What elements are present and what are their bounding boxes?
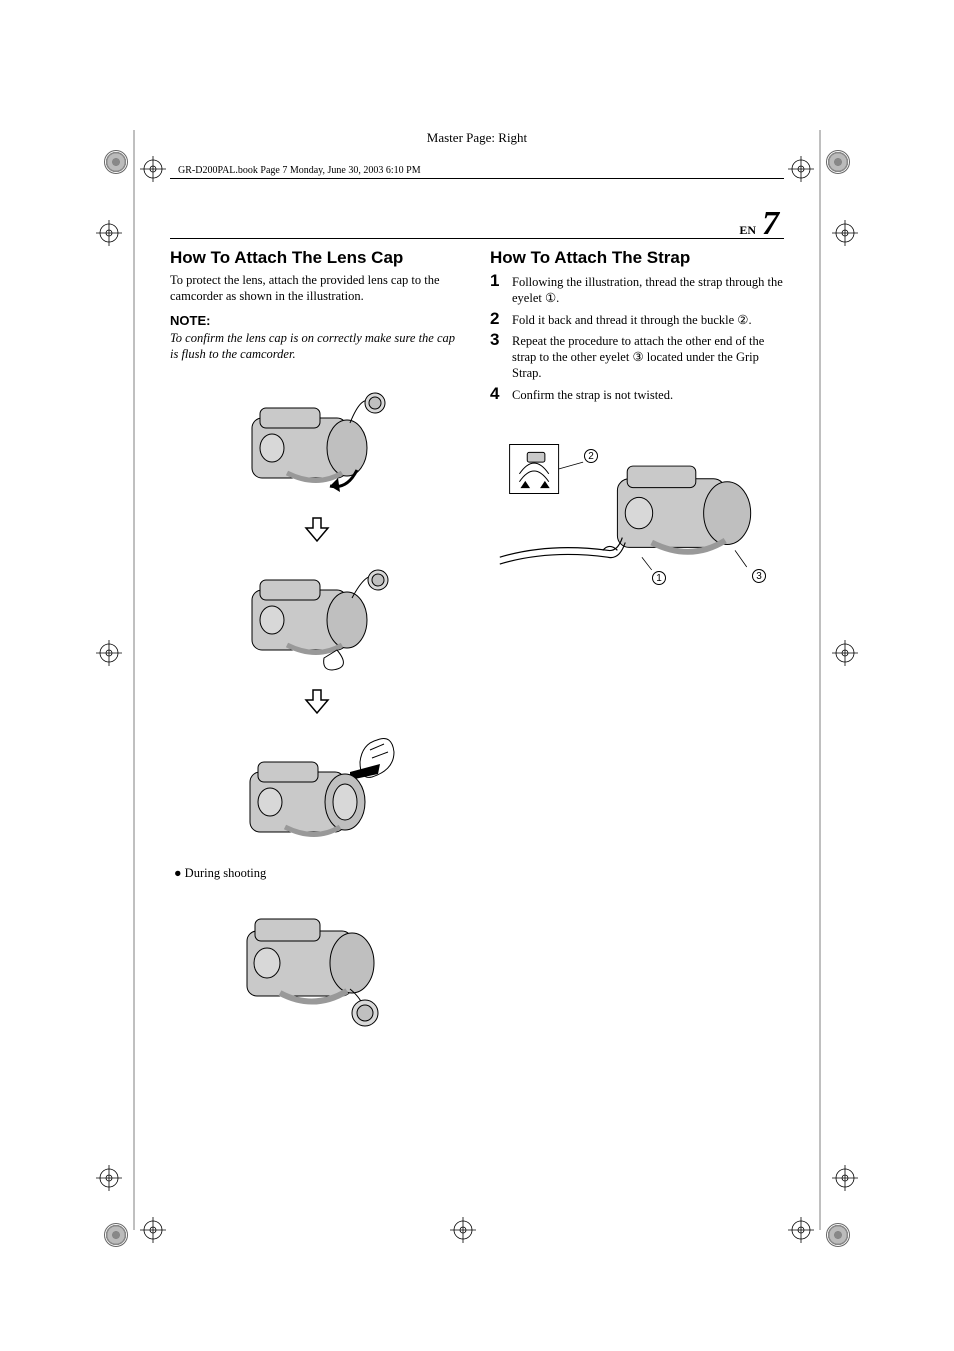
content-area: How To Attach The Lens Cap To protect th… (170, 248, 784, 1045)
lens-cap-title: How To Attach The Lens Cap (170, 248, 464, 268)
step-2: 2 Fold it back and thread it through the… (490, 310, 784, 328)
camcorder-illus-3 (232, 722, 402, 852)
registration-bot-right2 (788, 1217, 814, 1243)
corner-dot-tr (826, 150, 850, 174)
camcorder-illus-2 (232, 550, 402, 680)
registration-left (96, 220, 122, 246)
during-shooting-label: ● During shooting (174, 866, 266, 881)
page-lang: EN (739, 223, 756, 238)
down-arrow-icon (302, 686, 332, 716)
registration-mid-left (96, 640, 122, 666)
down-arrow-icon (302, 514, 332, 544)
note-label: NOTE: (170, 313, 464, 328)
step-3: 3 Repeat the procedure to attach the oth… (490, 331, 784, 382)
registration-bot-mid (450, 1217, 476, 1243)
step-1: 1 Following the illustration, thread the… (490, 272, 784, 307)
camcorder-illus-1 (232, 378, 402, 508)
registration-bot-right (832, 1165, 858, 1191)
step-number: 4 (490, 385, 504, 403)
header-rule (170, 238, 784, 239)
corner-dot-bl (104, 1223, 128, 1247)
lens-cap-intro: To protect the lens, attach the provided… (170, 272, 464, 305)
registration-mid-right (832, 640, 858, 666)
corner-dot-tl (104, 150, 128, 174)
book-header: GR-D200PAL.book Page 7 Monday, June 30, … (178, 165, 421, 176)
callout-1: 1 (652, 571, 666, 585)
step-text: Repeat the procedure to attach the other… (512, 331, 784, 382)
step-number: 3 (490, 331, 504, 382)
step-4: 4 Confirm the strap is not twisted. (490, 385, 784, 403)
registration-bot-left2 (140, 1217, 166, 1243)
registration-bot-left (96, 1165, 122, 1191)
step-number: 2 (490, 310, 504, 328)
right-column: How To Attach The Strap 1 Following the … (490, 248, 784, 1045)
left-column: How To Attach The Lens Cap To protect th… (170, 248, 464, 1045)
camcorder-illus-4 (222, 891, 412, 1041)
registration-top-right (788, 156, 814, 182)
step-text: Confirm the strap is not twisted. (512, 385, 673, 403)
callout-3: 3 (752, 569, 766, 583)
strap-illustration: 2 1 3 (490, 423, 784, 613)
strap-steps: 1 Following the illustration, thread the… (490, 272, 784, 403)
lens-cap-illustrations: ● During shooting (170, 374, 464, 1045)
step-text: Following the illustration, thread the s… (512, 272, 784, 307)
strap-title: How To Attach The Strap (490, 248, 784, 268)
step-text: Fold it back and thread it through the b… (512, 310, 752, 328)
step-number: 1 (490, 272, 504, 307)
registration-right (832, 220, 858, 246)
book-header-line (170, 178, 784, 179)
corner-dot-br (826, 1223, 850, 1247)
note-text: To confirm the lens cap is on correctly … (170, 330, 464, 363)
callout-2: 2 (584, 449, 598, 463)
registration-top-left (140, 156, 166, 182)
master-page-label: Master Page: Right (0, 130, 954, 146)
